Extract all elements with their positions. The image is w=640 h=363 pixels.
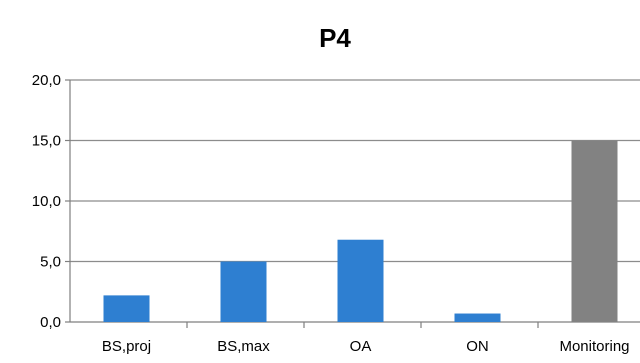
- bar-bs-max: [220, 261, 267, 322]
- bar-on: [454, 313, 501, 322]
- y-tick-label: 10,0: [32, 193, 61, 210]
- chart-title: P4: [319, 23, 351, 53]
- y-tick-label: 0,0: [40, 314, 61, 331]
- x-tick-label: BS,max: [217, 338, 270, 355]
- x-tick-label: OA: [350, 338, 372, 355]
- bar-oa: [337, 239, 384, 322]
- x-tick-labels: BS,proj BS,max OA ON Monitoring: [102, 338, 630, 355]
- y-tick-label: 15,0: [32, 133, 61, 150]
- x-tick-label: ON: [466, 338, 489, 355]
- bars: [103, 140, 618, 322]
- x-tick-label: Monitoring: [559, 338, 629, 355]
- bar-monitoring: [571, 140, 618, 322]
- x-tick-label: BS,proj: [102, 338, 151, 355]
- bar-bs-proj: [103, 295, 150, 322]
- y-tick-label: 20,0: [32, 72, 61, 89]
- y-tick-label: 5,0: [40, 254, 61, 271]
- gridlines: [70, 79, 640, 263]
- y-tick-labels: 0,0 5,0 10,0 15,0 20,0: [32, 72, 61, 331]
